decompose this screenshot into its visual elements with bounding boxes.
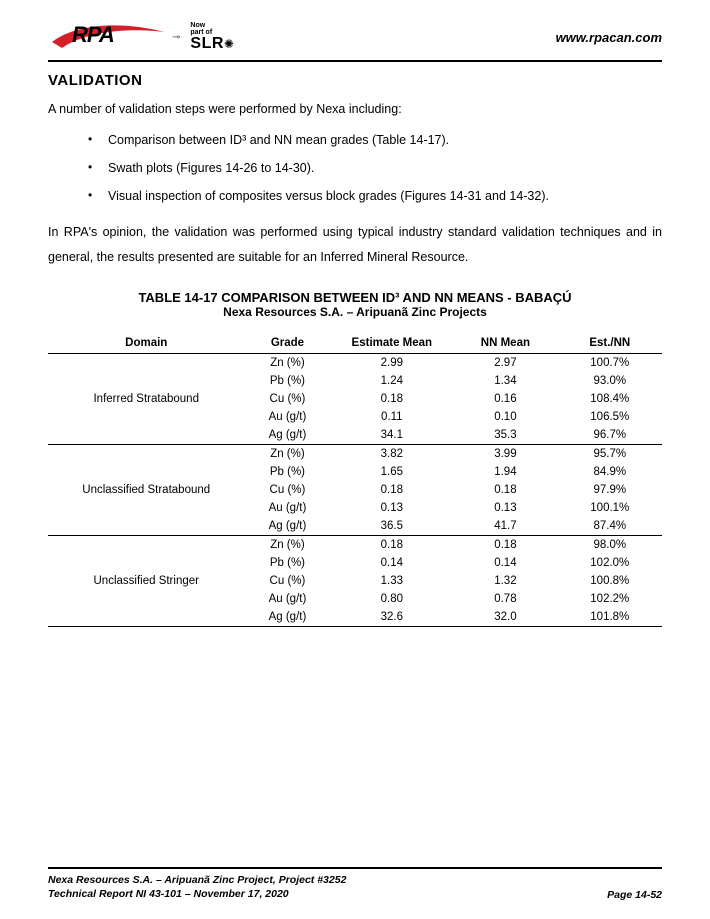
table-cell: 0.10 xyxy=(453,408,557,426)
table-cell: 87.4% xyxy=(558,517,662,536)
table-cell: 0.13 xyxy=(453,499,557,517)
bullet-item: Visual inspection of composites versus b… xyxy=(108,186,662,206)
table-cell: 1.65 xyxy=(330,463,453,481)
table-cell: 32.6 xyxy=(330,608,453,627)
intro-line: A number of validation steps were perfor… xyxy=(48,97,662,122)
table-cell: 0.18 xyxy=(330,536,453,555)
table-cell: Pb (%) xyxy=(244,463,330,481)
table-cell: 1.94 xyxy=(453,463,557,481)
footer-page: Page 14-52 xyxy=(607,889,662,901)
table-row: Unclassified StrataboundZn (%)3.823.9995… xyxy=(48,445,662,464)
table-cell: 0.18 xyxy=(330,481,453,499)
domain-cell: Unclassified Stratabound xyxy=(48,445,244,536)
col-nnmean: NN Mean xyxy=(453,333,557,354)
table-cell: 34.1 xyxy=(330,426,453,445)
table-cell: 98.0% xyxy=(558,536,662,555)
table-cell: 95.7% xyxy=(558,445,662,464)
slr-block: Now part of SLR✺ xyxy=(190,22,234,52)
table-cell: 0.13 xyxy=(330,499,453,517)
table-cell: 102.0% xyxy=(558,554,662,572)
table-cell: 100.1% xyxy=(558,499,662,517)
table-cell: Pb (%) xyxy=(244,372,330,390)
bullet-item: Swath plots (Figures 14-26 to 14-30). xyxy=(108,158,662,178)
table-cell: Cu (%) xyxy=(244,481,330,499)
footer-left: Nexa Resources S.A. – Aripuanã Zinc Proj… xyxy=(48,873,346,901)
table-cell: 3.99 xyxy=(453,445,557,464)
table-cell: Zn (%) xyxy=(244,536,330,555)
table-cell: Pb (%) xyxy=(244,554,330,572)
table-cell: 0.14 xyxy=(330,554,453,572)
table-cell: 32.0 xyxy=(453,608,557,627)
table-cell: 1.32 xyxy=(453,572,557,590)
table-row: Unclassified StringerZn (%)0.180.1898.0% xyxy=(48,536,662,555)
table-cell: 0.80 xyxy=(330,590,453,608)
table-subtitle: Nexa Resources S.A. – Aripuanã Zinc Proj… xyxy=(48,305,662,319)
domain-cell: Unclassified Stringer xyxy=(48,536,244,627)
table-cell: Ag (g/t) xyxy=(244,517,330,536)
table-cell: 100.8% xyxy=(558,572,662,590)
table-cell: 0.18 xyxy=(330,390,453,408)
table-cell: 0.78 xyxy=(453,590,557,608)
slr-text: SLR xyxy=(190,35,224,52)
table-cell: Cu (%) xyxy=(244,390,330,408)
table-cell: 106.5% xyxy=(558,408,662,426)
table-cell: 102.2% xyxy=(558,590,662,608)
table-cell: Ag (g/t) xyxy=(244,426,330,445)
table-cell: 0.16 xyxy=(453,390,557,408)
table-cell: 93.0% xyxy=(558,372,662,390)
table-cell: 0.18 xyxy=(453,481,557,499)
col-grade: Grade xyxy=(244,333,330,354)
table-row: Inferred StrataboundZn (%)2.992.97100.7% xyxy=(48,354,662,373)
table-cell: 97.9% xyxy=(558,481,662,499)
table-title: TABLE 14-17 COMPARISON BETWEEN ID³ AND N… xyxy=(48,290,662,305)
table-cell: Ag (g/t) xyxy=(244,608,330,627)
validation-bullets: Comparison between ID³ and NN mean grade… xyxy=(48,130,662,206)
table-cell: 3.82 xyxy=(330,445,453,464)
table-cell: 2.99 xyxy=(330,354,453,373)
rpa-text: RPA xyxy=(72,22,114,48)
table-cell: 0.11 xyxy=(330,408,453,426)
table-cell: Au (g/t) xyxy=(244,590,330,608)
table-cell: 100.7% xyxy=(558,354,662,373)
section-title: VALIDATION xyxy=(48,72,662,89)
header-url: www.rpacan.com xyxy=(556,30,662,45)
table-cell: 41.7 xyxy=(453,517,557,536)
table-cell: Au (g/t) xyxy=(244,499,330,517)
comparison-table: Domain Grade Estimate Mean NN Mean Est./… xyxy=(48,333,662,627)
logo-block: RPA ⊸ Now part of SLR✺ xyxy=(48,20,234,54)
col-domain: Domain xyxy=(48,333,244,354)
page-header: RPA ⊸ Now part of SLR✺ www.rpacan.com xyxy=(48,20,662,62)
table-cell: 108.4% xyxy=(558,390,662,408)
table-cell: Au (g/t) xyxy=(244,408,330,426)
table-cell: Zn (%) xyxy=(244,445,330,464)
slr-now: Now xyxy=(190,22,234,29)
table-cell: 0.14 xyxy=(453,554,557,572)
rpa-logo: RPA xyxy=(48,20,168,54)
col-estnn: Est./NN xyxy=(558,333,662,354)
footer-line2: Technical Report NI 43-101 – November 17… xyxy=(48,887,346,901)
page-footer: Nexa Resources S.A. – Aripuanã Zinc Proj… xyxy=(48,867,662,901)
opinion-para: In RPA's opinion, the validation was per… xyxy=(48,220,662,270)
table-cell: 35.3 xyxy=(453,426,557,445)
footer-line1: Nexa Resources S.A. – Aripuanã Zinc Proj… xyxy=(48,873,346,887)
table-cell: 2.97 xyxy=(453,354,557,373)
table-cell: 0.18 xyxy=(453,536,557,555)
table-cell: 101.8% xyxy=(558,608,662,627)
table-title-block: TABLE 14-17 COMPARISON BETWEEN ID³ AND N… xyxy=(48,290,662,319)
domain-cell: Inferred Stratabound xyxy=(48,354,244,445)
col-estmean: Estimate Mean xyxy=(330,333,453,354)
bullet-item: Comparison between ID³ and NN mean grade… xyxy=(108,130,662,150)
table-cell: Zn (%) xyxy=(244,354,330,373)
table-cell: 36.5 xyxy=(330,517,453,536)
table-cell: 1.34 xyxy=(453,372,557,390)
table-cell: 1.33 xyxy=(330,572,453,590)
table-cell: Cu (%) xyxy=(244,572,330,590)
table-cell: 96.7% xyxy=(558,426,662,445)
table-cell: 1.24 xyxy=(330,372,453,390)
table-cell: 84.9% xyxy=(558,463,662,481)
connector-icon: ⊸ xyxy=(172,32,180,43)
gear-icon: ✺ xyxy=(224,37,234,51)
